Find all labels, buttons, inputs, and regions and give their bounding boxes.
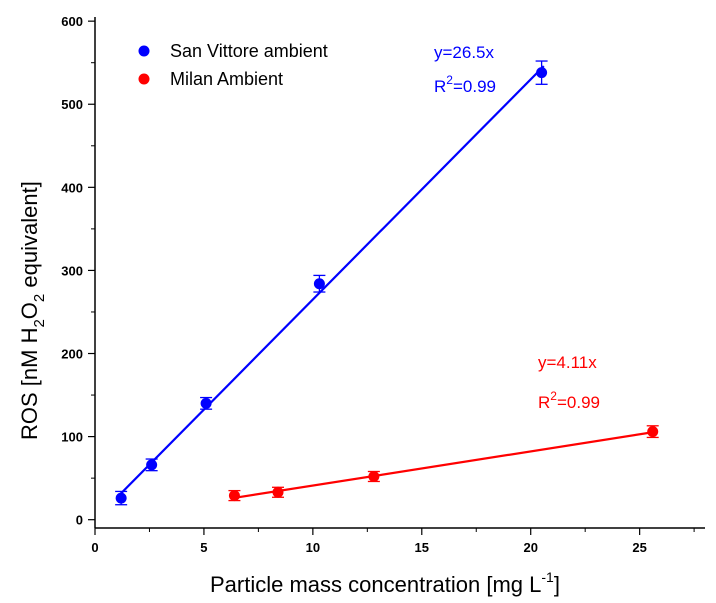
milan-point (228, 490, 240, 502)
y-axis-title: ROS [nM H2O2 equivalent] (17, 181, 48, 440)
milan-point (368, 470, 380, 482)
x-axis-title: Particle mass concentration [mg L-1] (210, 569, 560, 597)
y-tick-label: 400 (61, 180, 83, 195)
san-vittore-point (313, 278, 325, 290)
san-vittore-point (146, 459, 158, 471)
milan-point (647, 426, 659, 438)
milan-point (272, 486, 284, 498)
san-vittore-point (200, 397, 212, 409)
san-vittore-r-squared: R2=0.99 (434, 73, 496, 96)
error-bars (115, 60, 659, 506)
milan-equation: y=4.11x (538, 353, 597, 372)
x-tick-label: 15 (415, 540, 429, 555)
x-tick-label: 25 (632, 540, 646, 555)
y-tick-label: 100 (61, 430, 83, 445)
legend-label-milan: Milan Ambient (170, 69, 283, 89)
y-tick-label: 600 (61, 14, 83, 29)
x-tick-label: 0 (91, 540, 98, 555)
legend-label-san-vittore: San Vittore ambient (170, 41, 328, 61)
san-vittore-point (536, 67, 548, 79)
x-tick-label: 10 (306, 540, 320, 555)
milan-fit-line (232, 431, 653, 500)
x-tick-label: 5 (200, 540, 207, 555)
x-tick-label: 20 (523, 540, 537, 555)
legend: San Vittore ambient Milan Ambient (138, 41, 328, 89)
san-vittore-point (115, 492, 127, 504)
y-tick-label: 0 (76, 513, 83, 528)
fit-lines (116, 65, 653, 500)
san-vittore-fit-line (116, 65, 545, 499)
data-points (115, 67, 659, 504)
legend-marker-milan (138, 73, 150, 85)
y-tick-label: 200 (61, 347, 83, 362)
legend-marker-san-vittore (138, 45, 150, 57)
milan-r-squared: R2=0.99 (538, 389, 600, 412)
axis-ticks: 0 5 10 15 20 25 0 100 200 300 400 500 600 (61, 14, 695, 555)
y-tick-label: 500 (61, 97, 83, 112)
y-tick-label: 300 (61, 263, 83, 278)
san-vittore-equation: y=26.5x (434, 43, 495, 62)
fit-annotations: y=26.5x R2=0.99 y=4.11x R2=0.99 (434, 43, 600, 412)
plot-frame (94, 17, 705, 529)
